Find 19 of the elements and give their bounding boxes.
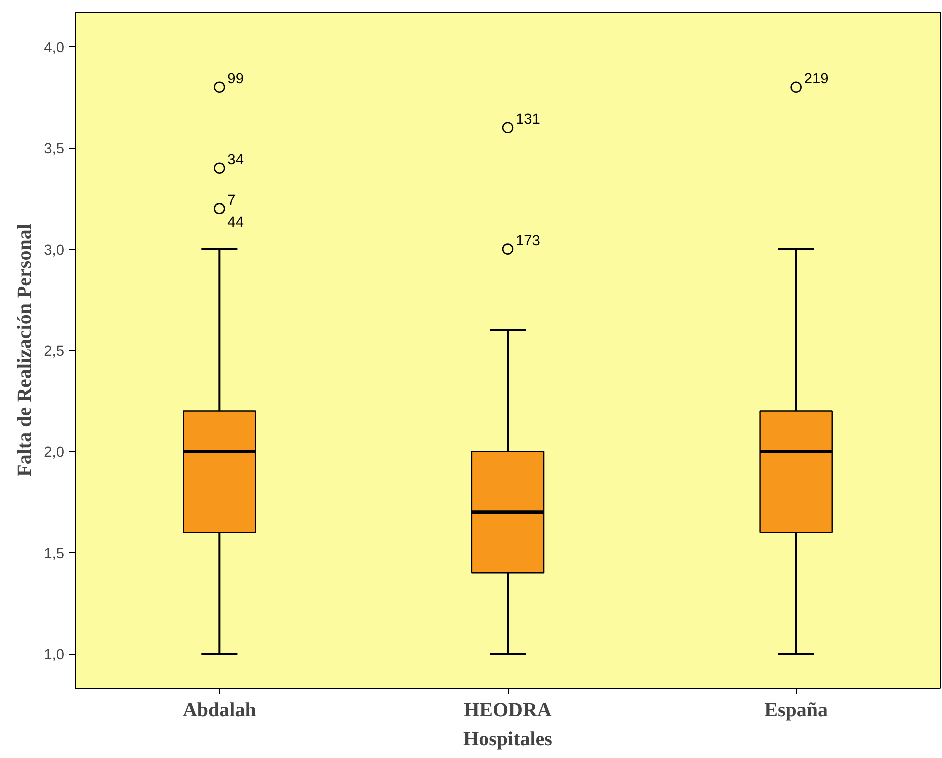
y-tick-label: 2,5: [44, 344, 64, 360]
annotation: 99: [228, 71, 244, 88]
x-axis-title: Hospitales: [464, 728, 553, 750]
x-tick-label: Abdalah: [182, 700, 256, 722]
y-axis-title: Falta de Realización Personal: [14, 224, 36, 477]
y-tick-label: 1,0: [44, 648, 64, 664]
annotation: 173: [516, 233, 540, 250]
annotation: 34: [228, 152, 244, 168]
y-tick-label: 2,0: [44, 445, 64, 462]
annotation: 131: [516, 112, 540, 128]
y-tick-label: 3,5: [44, 142, 64, 158]
x-tick-label: España: [764, 700, 828, 722]
annotation: 7: [228, 192, 236, 209]
annotation: 219: [804, 71, 829, 88]
y-tick-label: 4,0: [44, 40, 64, 56]
y-tick-label: 3,0: [44, 242, 64, 259]
annotation: 44: [228, 214, 244, 231]
y-tick-label: 1,5: [44, 546, 64, 562]
x-tick-label: HEODRA: [464, 700, 552, 722]
